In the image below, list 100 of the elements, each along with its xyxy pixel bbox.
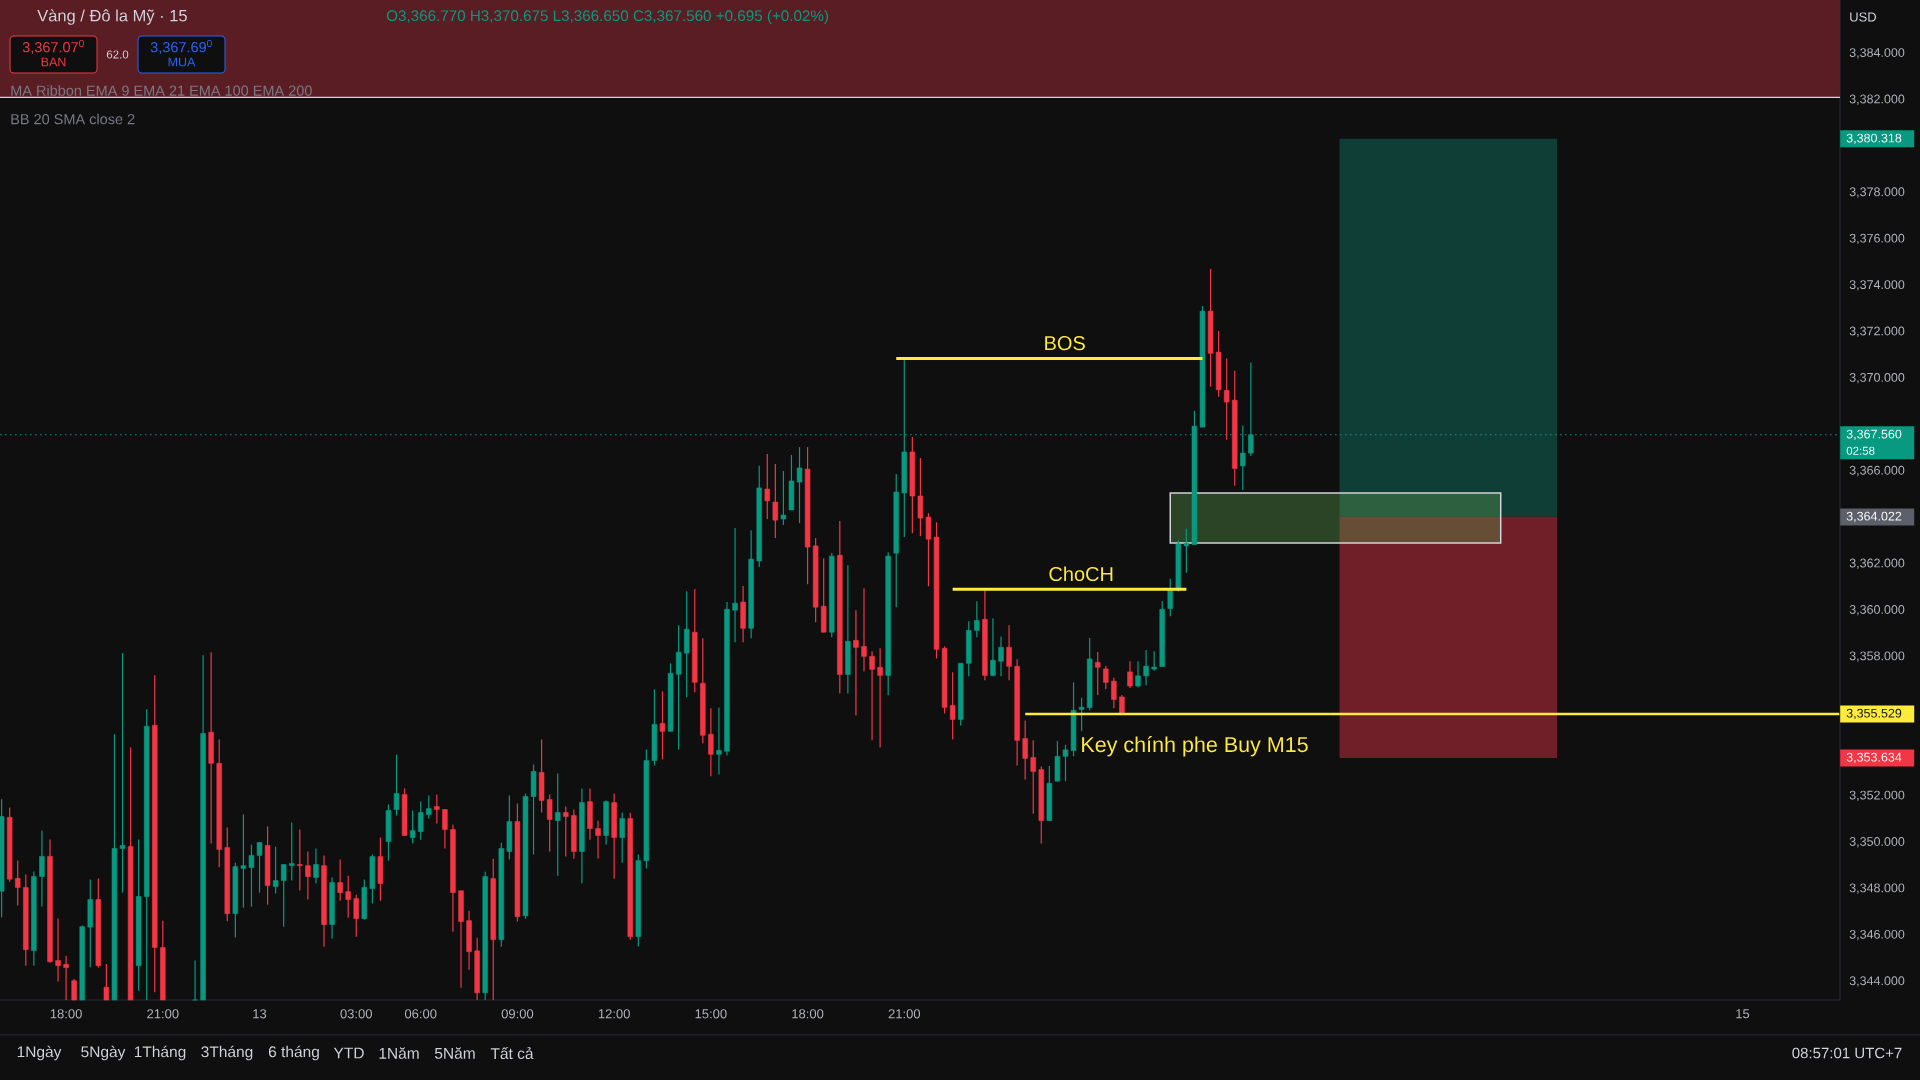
y-tick-label: 3,352.000 [1849,790,1905,801]
candlestick [280,863,287,928]
candlestick [1223,357,1230,441]
text: 08:57:01 UTC+7 [1792,1047,1902,1059]
x-tick-label: 12:00 [598,1009,630,1019]
y-tick-label: 3,384.000 [1849,48,1905,59]
candlestick [442,808,448,850]
text: 5Ngày [81,1045,126,1061]
candlestick [546,793,553,853]
candlestick [192,959,198,1001]
candlestick [683,590,690,698]
candlestick [974,600,980,638]
candlestick [15,859,21,907]
y-tick-label: 3,378.000 [1849,187,1905,198]
x-tick-label: 09:00 [501,1009,534,1019]
y-tick-label: 3,372.000 [1849,326,1905,337]
candlestick [297,828,303,892]
annotation: BAN [41,57,66,67]
y-tick-label: 3,376.000 [1849,233,1905,245]
candlestick [1095,651,1101,696]
y-tick-label: 3,366.000 [1849,465,1905,477]
x-tick-label: 21:00 [888,1009,921,1019]
candlestick [998,635,1004,677]
candlestick [256,841,263,894]
candlestick [772,463,779,539]
text: YTD [333,1047,364,1059]
candlestick [409,809,416,845]
candlestick [272,846,279,895]
x-tick-label: 03:00 [340,1009,372,1019]
candlestick [764,453,770,520]
x-tick-label: 21:00 [147,1009,179,1019]
annotation: MA Ribbon EMA 9 EMA 21 EMA 100 EMA 200 [11,85,312,96]
text: 3,380.318 [1846,133,1902,144]
series-label: ChoCH [1049,566,1113,582]
candlestick [1111,677,1117,709]
candlestick [55,917,61,983]
text: 1Năm [379,1047,419,1059]
text: 1Tháng [134,1045,186,1061]
candlestick [853,609,859,717]
candlestick [240,813,247,909]
text: 02:58 [1846,446,1875,455]
candlestick [1135,660,1141,688]
candlestick [289,821,295,882]
candlestick [119,652,126,894]
candlestick [39,829,45,908]
text: Vàng / Đô la Mỹ · 15 [37,9,187,25]
text: USD [1850,12,1877,22]
candlestick [869,650,875,741]
candlestick [1030,739,1036,815]
candlestick [861,587,867,673]
text: 6 tháng [268,1045,319,1061]
y-tick-label: 3,350.000 [1849,837,1905,848]
x-tick-label: 18:00 [50,1009,82,1019]
candlestick [877,647,883,749]
x-tick-label: 18:00 [792,1009,824,1019]
annotation: 3,367.69$^{0}$ [150,39,212,55]
candlestick [71,978,77,1001]
text: 3Tháng [201,1045,253,1061]
x-tick-label: 15:00 [695,1009,727,1019]
candlestick [353,894,359,938]
candlestick [313,847,319,885]
candlestick [708,707,714,777]
candlestick [1151,650,1157,672]
y-tick-label: 3,348.000 [1849,883,1905,894]
annotation: BB 20 SMA close 2 [11,113,135,125]
y-tick-label: 3,382.000 [1849,94,1905,105]
y-tick-label: 3,344.000 [1849,976,1905,987]
candlestick [1167,578,1173,617]
x-tick-label: 06:00 [404,1009,437,1019]
y-tick-label: 3,360.000 [1849,605,1905,616]
text: 5Năm [434,1047,475,1059]
candlestick [418,801,424,841]
candlestick [248,843,255,908]
ref-line-label: 3,367.560 [1846,429,1902,440]
y-tick-label: 3,370.000 [1849,373,1905,384]
text: Tất cả [490,1046,534,1060]
candlestick [675,624,682,751]
candlestick [337,859,343,902]
candlestick [1078,697,1085,732]
candlestick [1022,719,1028,781]
data-label: 3,355.529 [1846,708,1902,720]
annotation: 62.0 [106,50,129,59]
annotation: MUA [168,57,196,67]
candlestick [305,850,311,901]
candlestick [595,820,601,860]
x-tick-label: 13 [253,1009,267,1019]
candlestick [393,753,400,817]
candlestick [716,706,722,776]
candlestick [1127,660,1133,689]
candlestick [63,955,69,1001]
annotation: 3,367.07$^{0}$ [22,39,84,55]
series-label: BOS [1045,336,1085,351]
y-tick-label: 3,374.000 [1849,280,1905,291]
text: 3,364.022 [1846,511,1902,523]
candlestick [619,811,625,864]
candlestick [990,617,996,677]
candlestick [434,793,440,825]
candlestick [1183,528,1190,574]
candlestick [780,470,787,526]
candlestick [1143,649,1149,686]
